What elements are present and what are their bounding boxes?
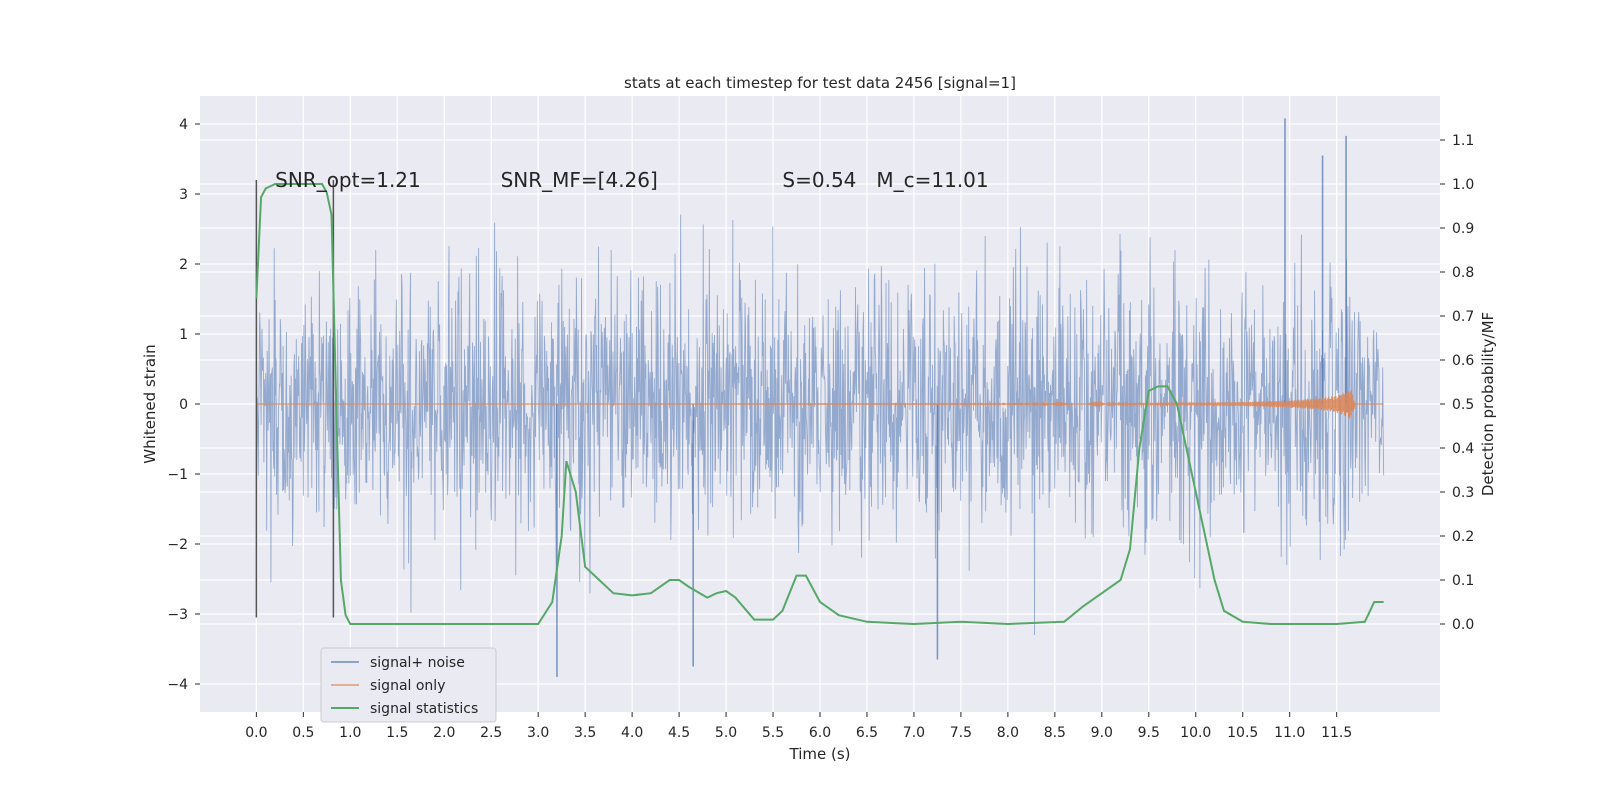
x-tick-label: 3.5 [574, 725, 596, 741]
x-tick-label: 11.0 [1274, 725, 1305, 741]
x-tick-label: 0.5 [292, 725, 314, 741]
x-tick-label: 2.0 [433, 725, 455, 741]
noise-trace [255, 214, 1385, 636]
y2-tick-label: 0.3 [1452, 485, 1474, 501]
legend: signal+ noise signal only signal statist… [320, 647, 497, 723]
legend-label-stats: signal statistics [370, 701, 478, 717]
x-tick-label: 9.5 [1138, 725, 1160, 741]
x-tick-label: 7.5 [950, 725, 972, 741]
stats-series [255, 183, 1384, 626]
x-tick-label: 9.0 [1091, 725, 1113, 741]
y-tick-label: 0 [179, 397, 188, 413]
y2-axis-ticks: 1.1 1.0 0.9 0.8 0.7 0.6 0.5 0.4 0.3 0.2 0.1 0.0 [1440, 133, 1474, 633]
x-tick-label: 1.5 [386, 725, 408, 741]
y2-tick-label: 0.8 [1452, 265, 1474, 281]
y-tick-label: 2 [179, 257, 188, 273]
y-tick-label: −2 [167, 537, 188, 553]
y-tick-label: 1 [179, 327, 188, 343]
x-tick-label: 5.0 [715, 725, 737, 741]
chart-title: stats at each timestep for test data 245… [624, 74, 1016, 92]
annotation-text: S=0.54 [782, 168, 856, 192]
x-tick-label: 1.0 [339, 725, 361, 741]
legend-label-signal: signal only [370, 678, 445, 694]
y2-tick-label: 0.5 [1452, 397, 1474, 413]
y2-tick-label: 0.0 [1452, 617, 1474, 633]
x-axis-ticks: 0.0 0.5 1.0 1.5 2.0 2.5 3.0 3.5 4.0 4.5 5.0 5.5 6.0 6… [245, 712, 1352, 741]
y2-tick-label: 0.6 [1452, 353, 1474, 369]
annotation-text: M_c=11.01 [876, 168, 988, 192]
y-tick-label: 4 [179, 117, 188, 133]
x-tick-label: 4.0 [621, 725, 643, 741]
y2-axis-label: Detection probability/MF [1479, 312, 1497, 496]
y2-tick-label: 1.1 [1452, 133, 1474, 149]
x-axis-label: Time (s) [789, 745, 851, 763]
x-tick-label: 7.0 [903, 725, 925, 741]
x-tick-label: 6.0 [809, 725, 831, 741]
y2-tick-label: 0.4 [1452, 441, 1474, 457]
signal-series [256, 390, 1384, 419]
noise-series [255, 118, 1385, 677]
x-tick-label: 8.0 [997, 725, 1019, 741]
y2-tick-label: 0.7 [1452, 309, 1474, 325]
legend-label-noise: signal+ noise [370, 655, 465, 671]
y-tick-label: −4 [167, 677, 188, 693]
y-tick-label: −3 [167, 607, 188, 623]
y-tick-label: −1 [167, 467, 188, 483]
signal-trace [256, 390, 1384, 419]
x-tick-label: 6.5 [856, 725, 878, 741]
x-tick-label: 10.5 [1227, 725, 1258, 741]
y-axis-label: Whitened strain [141, 344, 159, 463]
x-tick-label: 11.5 [1321, 725, 1352, 741]
y2-tick-label: 0.9 [1452, 221, 1474, 237]
x-tick-label: 2.5 [480, 725, 502, 741]
y2-tick-label: 0.1 [1452, 573, 1474, 589]
x-tick-label: 3.0 [527, 725, 549, 741]
legend-box [320, 647, 497, 723]
x-tick-label: 8.5 [1044, 725, 1066, 741]
y-axis-ticks: 4 3 2 1 0 −1 −2 −3 −4 [167, 117, 200, 693]
x-tick-label: 0.0 [245, 725, 267, 741]
y-tick-label: 3 [179, 187, 188, 203]
annotation-text: SNR_opt=1.21 [275, 168, 421, 192]
annotations: SNR_opt=1.21 SNR_MF=[4.26] S=0.54 M_c=11.01 [275, 168, 988, 192]
annotation-text: SNR_MF=[4.26] [501, 168, 658, 192]
y2-tick-label: 0.2 [1452, 529, 1474, 545]
x-tick-label: 4.5 [668, 725, 690, 741]
x-tick-label: 5.5 [762, 725, 784, 741]
stats-line [255, 183, 1384, 626]
x-tick-label: 10.0 [1180, 725, 1211, 741]
y2-tick-label: 1.0 [1452, 177, 1474, 193]
